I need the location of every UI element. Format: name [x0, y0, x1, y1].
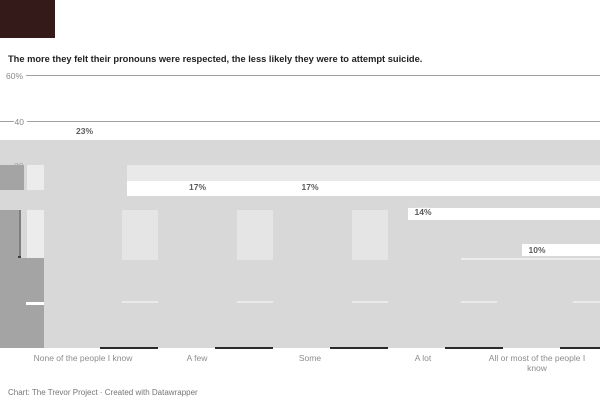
- gridline-60: [26, 75, 600, 76]
- light-column-3: [352, 210, 388, 260]
- stripe-thin-10: [461, 257, 600, 260]
- baseline-seg-2: [215, 346, 273, 349]
- block-d-dot: [17, 256, 21, 259]
- gridline-40-left: [0, 121, 14, 122]
- value-label-1: 23%: [75, 125, 93, 136]
- tick-seg-1: [122, 301, 158, 303]
- category-label-2: A few: [186, 352, 208, 363]
- stripe-white-14: [408, 208, 600, 220]
- value-label-4: 14%: [414, 206, 432, 217]
- y-tick-60: 60%: [5, 71, 23, 81]
- baseline-seg-5: [560, 346, 600, 349]
- stripe-white-17: [126, 181, 600, 196]
- tick-seg-0: [26, 301, 44, 305]
- baseline-seg-4: [445, 346, 503, 349]
- block-d-line: [18, 210, 21, 258]
- category-label-4: A lot: [414, 352, 432, 363]
- footer-attribution: Chart: The Trevor Project · Created with…: [8, 388, 198, 397]
- y-tick-40: 40: [14, 117, 24, 127]
- tick-seg-5: [573, 301, 600, 303]
- light-column-1: [122, 210, 158, 260]
- block-b: [26, 165, 44, 190]
- value-label-3: 17%: [301, 181, 319, 192]
- block-a: [0, 165, 24, 190]
- accent-block: [0, 0, 55, 38]
- value-label-5: 10%: [528, 244, 546, 255]
- gridline-40-right: [27, 121, 600, 122]
- stripe-white-10: [522, 243, 600, 256]
- category-label-1: None of the people I know: [33, 352, 133, 363]
- tick-seg-4: [461, 301, 497, 303]
- category-label-5: All or most of the people I know: [488, 352, 586, 374]
- chart-title: The more they felt their pronouns were r…: [8, 54, 423, 64]
- baseline-seg-3: [330, 346, 388, 349]
- stripe-light: [126, 165, 600, 181]
- tick-seg-3: [352, 301, 388, 303]
- block-c: [0, 210, 19, 258]
- block-e: [26, 210, 44, 258]
- tick-seg-2: [237, 301, 273, 303]
- light-column-2: [237, 210, 273, 260]
- baseline-seg-1: [100, 346, 158, 349]
- category-label-3: Some: [298, 352, 322, 363]
- value-label-2: 17%: [188, 181, 206, 192]
